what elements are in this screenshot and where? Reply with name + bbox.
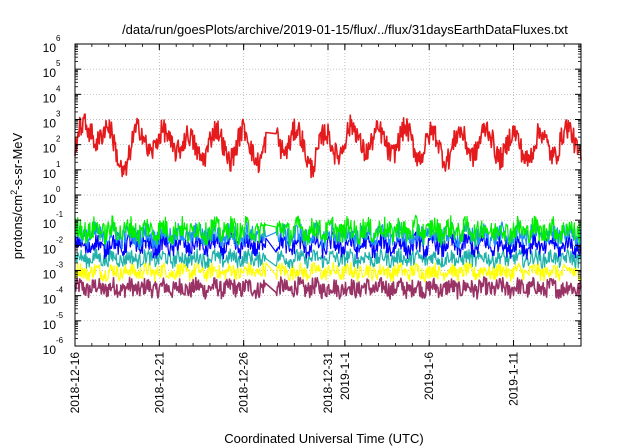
series-line-1 (74, 113, 582, 179)
y-tick-base: 10 (43, 293, 57, 307)
y-tick-base: 10 (43, 142, 57, 156)
y-tick-label: 104 (43, 84, 61, 105)
y-tick-base: 10 (43, 91, 57, 105)
y-tick-label: 105 (43, 59, 61, 80)
y-tick-base: 10 (43, 217, 57, 231)
y-tick-exp: -5 (56, 311, 64, 320)
y-tick-label: 10-5 (43, 311, 64, 332)
y-tick-label: 10-4 (43, 286, 64, 307)
y-tick-label: 10-2 (43, 235, 64, 256)
y-tick-base: 10 (43, 192, 57, 206)
y-tick-label: 10-1 (43, 210, 64, 231)
y-tick-label: 101 (43, 160, 61, 181)
y-tick-exp: 1 (56, 160, 61, 169)
x-tick-label: 2018-12-31 (321, 352, 335, 414)
y-tick-exp: 3 (56, 110, 61, 119)
x-tick-label: 2019-1-11 (507, 352, 521, 406)
y-tick-base: 10 (43, 167, 57, 181)
x-tick-label: 2019-1-1 (338, 352, 352, 400)
series-line-7 (74, 276, 582, 300)
y-tick-base: 10 (43, 41, 57, 55)
y-tick-base: 10 (43, 268, 57, 282)
y-tick-exp: 4 (56, 84, 61, 93)
y-tick-exp: -6 (56, 336, 64, 345)
x-tick-label: 2018-12-21 (152, 352, 166, 414)
y-tick-exp: -4 (56, 286, 64, 295)
y-tick-exp: 5 (56, 59, 61, 68)
series-line-6 (74, 261, 582, 283)
x-tick-label: 2018-12-26 (237, 352, 251, 414)
y-tick-exp: 2 (56, 135, 61, 144)
y-tick-exp: -1 (56, 210, 64, 219)
x-axis-label: Coordinated Universal Time (UTC) (224, 431, 423, 446)
y-tick-label: 106 (43, 34, 61, 55)
series-line-2 (74, 214, 582, 246)
y-tick-label: 100 (43, 185, 61, 206)
x-tick-label: 2018-12-16 (68, 352, 82, 414)
y-tick-exp: -3 (56, 261, 64, 270)
x-axis: 2018-12-16 2018-12-21 2018-12-26 2018-12-31… (68, 44, 582, 414)
y-tick-base: 10 (43, 66, 57, 80)
y-tick-label: 102 (43, 135, 61, 156)
y-axis-label: protons/cm2-s-sr-MeV (9, 132, 25, 259)
y-tick-base: 10 (43, 242, 57, 256)
y-axis-label-sup: 2 (9, 190, 19, 195)
series-line-5 (74, 248, 582, 269)
y-axis-label-base: protons/cm (10, 195, 25, 259)
y-axis-label-rest: -s-sr-MeV (10, 132, 25, 189)
y-tick-exp: 0 (56, 185, 61, 194)
y-tick-base: 10 (43, 343, 57, 357)
y-tick-base: 10 (43, 117, 57, 131)
y-tick-exp: -2 (56, 235, 64, 244)
y-axis: 10-610-510-410-310-210-11001011021031041… (43, 34, 581, 357)
y-tick-base: 10 (43, 318, 57, 332)
series-layer (74, 113, 582, 300)
x-tick-label: 2019-1-6 (422, 352, 436, 400)
y-tick-label: 103 (43, 110, 61, 131)
y-tick-label: 10-6 (43, 336, 64, 357)
y-tick-exp: 6 (56, 34, 61, 43)
y-tick-label: 10-3 (43, 261, 64, 282)
chart-title: /data/run/goesPlots/archive/2019-01-15/f… (122, 22, 568, 37)
